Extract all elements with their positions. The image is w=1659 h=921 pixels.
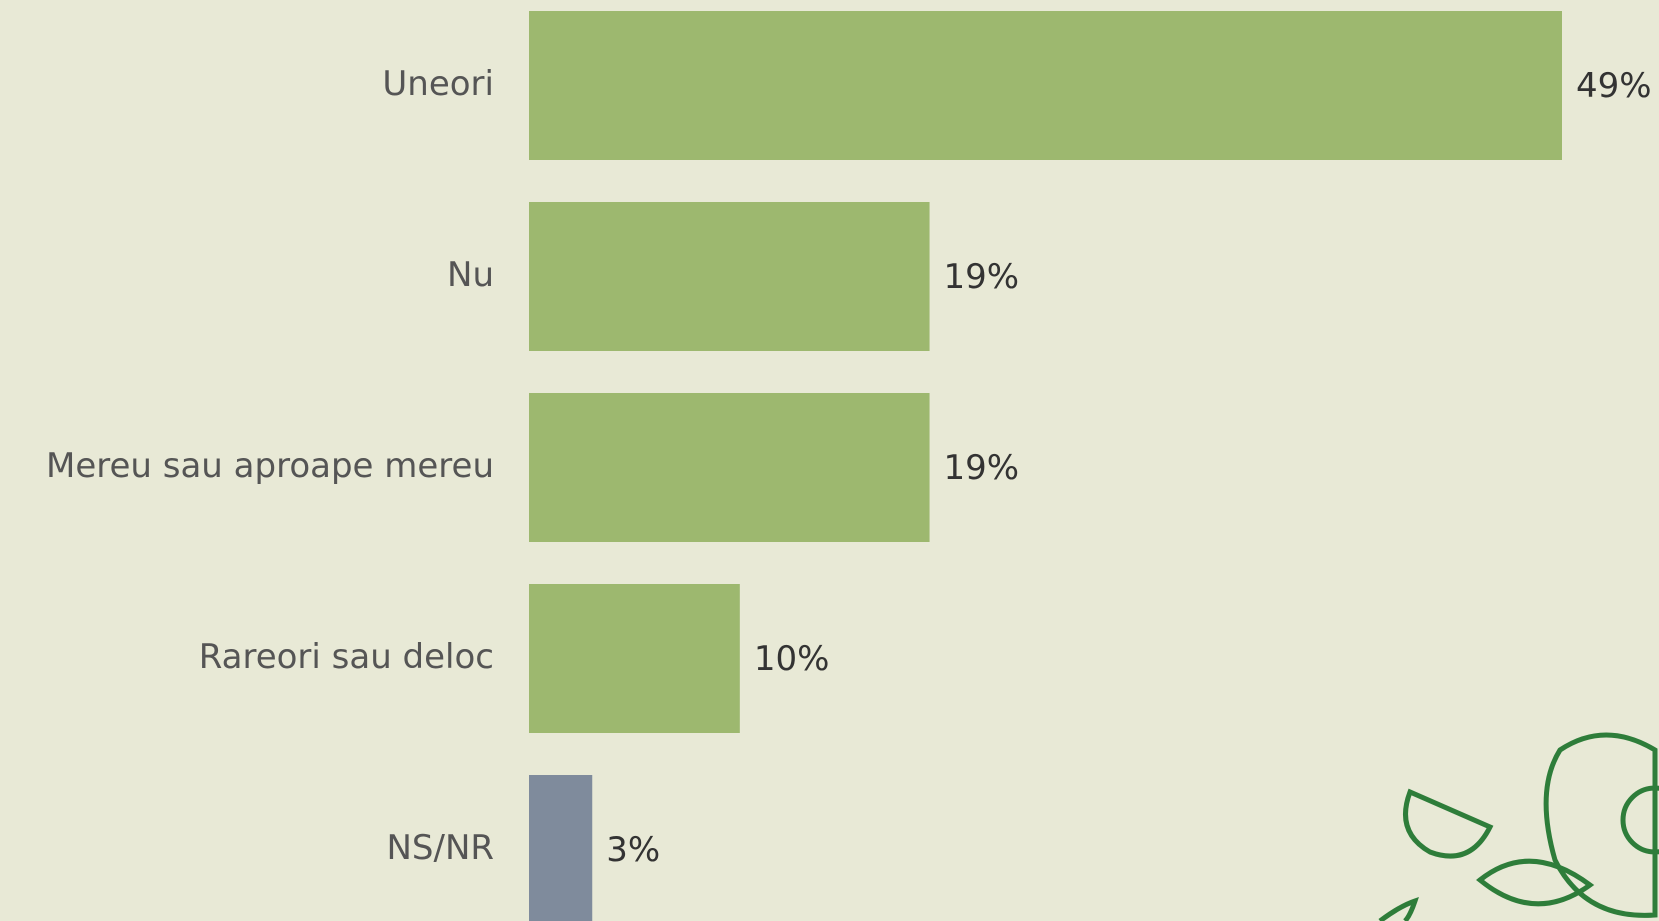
leaf-small: [1378, 897, 1419, 921]
category-label: NS/NR: [386, 828, 494, 868]
category-label: Uneori: [382, 64, 494, 104]
value-label: 49%: [1576, 66, 1652, 106]
leaf: [1476, 858, 1595, 907]
value-label: 19%: [944, 257, 1020, 297]
bar: [529, 202, 930, 351]
category-label: Nu: [447, 255, 494, 295]
lime-slice: [1403, 788, 1494, 859]
value-label: 10%: [754, 639, 830, 679]
avocado: [1543, 732, 1658, 918]
bar: [529, 393, 930, 542]
bar: [529, 584, 740, 733]
bar: [529, 11, 1562, 160]
bar: [529, 775, 593, 921]
decoration: [1378, 732, 1659, 921]
avocado-seed: [1620, 785, 1659, 855]
category-label: Rareori sau deloc: [199, 637, 494, 677]
value-label: 3%: [606, 830, 660, 870]
category-label: Mereu sau aproape mereu: [46, 446, 494, 486]
value-label: 19%: [944, 448, 1020, 488]
